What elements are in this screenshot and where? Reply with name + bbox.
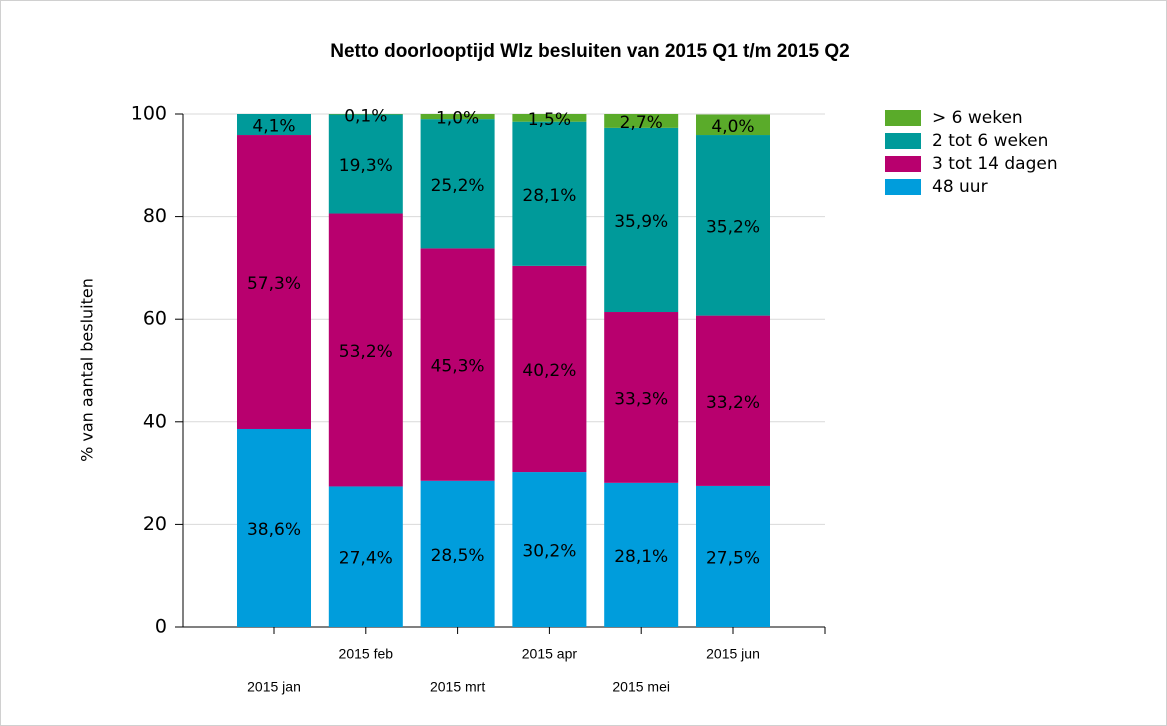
bar-segment [237,135,311,429]
legend-label: 2 tot 6 weken [932,131,1048,151]
y-tick-label: 80 [143,205,167,227]
legend-label: 3 tot 14 dagen [932,154,1058,174]
value-label: 33,2% [706,393,760,413]
bar-segment [696,485,770,627]
value-label: 57,3% [247,274,301,294]
bar-segment [512,472,587,627]
y-axis-label: % van aantal besluiten [78,278,97,462]
x-tick-label: 2015 apr [522,646,578,662]
bar-segment [328,114,403,115]
bar-segment [237,114,311,136]
bar-segment [420,480,495,627]
bar-segment [420,114,495,120]
y-tick-label: 0 [155,616,167,638]
value-label: 1,5% [528,110,571,130]
x-tick-label: 2015 feb [339,646,394,662]
legend-swatch [885,179,921,195]
y-tick-label: 40 [143,410,167,432]
value-label: 38,6% [247,520,301,540]
legend-swatch [885,133,921,149]
chart-title: Netto doorlooptijd Wlz besluiten van 201… [330,41,849,62]
value-label: 53,2% [339,342,393,362]
bar-segment [420,119,495,249]
bar-segment [237,428,311,627]
bar-segment [512,265,587,473]
bar-segment [604,482,679,627]
value-label: 35,9% [614,212,668,232]
bar-segment [696,135,770,316]
legend-swatch [885,156,921,172]
value-label: 2,7% [620,113,663,133]
bar-segment [420,248,495,481]
value-label: 28,1% [614,547,668,567]
value-label: 40,2% [522,361,576,381]
value-label: 27,4% [339,549,393,569]
bar-segment [512,114,587,122]
value-label: 28,5% [431,546,485,566]
value-label: 30,2% [522,542,576,562]
bar-segment [604,312,679,483]
bar-segment [696,315,770,486]
legend-swatch [885,110,921,126]
bar-segment [512,121,587,266]
x-tick-label: 2015 mei [612,679,670,695]
value-label: 45,3% [431,357,485,377]
legend-label: 48 uur [932,177,988,197]
bar-segment [328,486,403,627]
value-label: 35,2% [706,217,760,237]
value-label: 28,1% [522,186,576,206]
bar-segment [696,114,770,136]
value-label: 1,0% [436,109,479,129]
bar-segment [604,114,679,128]
bar-segment [328,114,403,214]
value-label: 0,1% [344,106,387,126]
y-tick-label: 100 [131,103,167,125]
value-label: 25,2% [431,176,485,196]
value-label: 19,3% [339,156,393,176]
value-label: 27,5% [706,548,760,568]
value-label: 33,3% [614,389,668,409]
legend-label: > 6 weken [932,108,1023,128]
x-tick-label: 2015 jan [247,679,301,695]
value-label: 4,0% [711,117,754,137]
y-tick-label: 20 [143,513,167,535]
value-label: 4,1% [252,117,295,137]
y-tick-label: 60 [143,308,167,330]
bar-segment [328,213,403,487]
x-tick-label: 2015 mrt [430,679,485,695]
bar-segment [604,127,679,313]
x-tick-label: 2015 jun [706,646,760,662]
